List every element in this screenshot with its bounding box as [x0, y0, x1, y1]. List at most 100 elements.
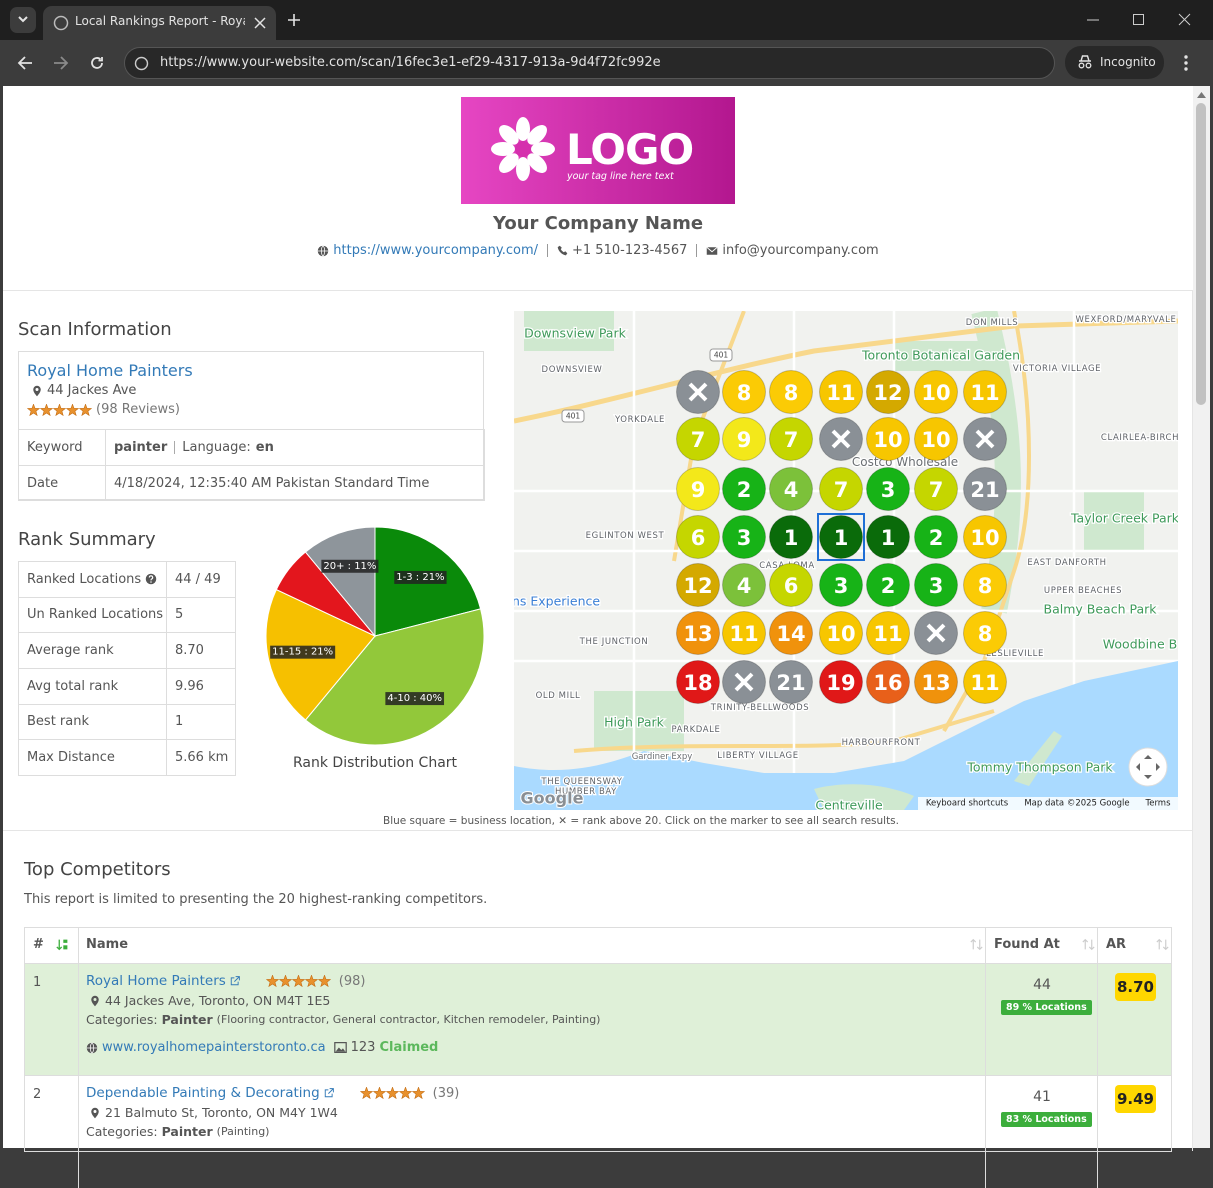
ext-icon: [324, 1088, 334, 1098]
separator: [174, 441, 176, 454]
website-link[interactable]: https://www.yourcompany.com/: [333, 243, 539, 258]
rank-marker[interactable]: 1: [866, 515, 910, 559]
competitor-name[interactable]: Dependable Painting & Decorating: [86, 1085, 320, 1101]
map-caption: Blue square = business location, ✕ = ran…: [3, 815, 1193, 827]
marker-circle: [866, 417, 910, 461]
summary-value: 9.96: [166, 668, 236, 705]
marker-circle: [676, 467, 720, 511]
rank-marker[interactable]: 21: [769, 660, 813, 704]
rank-marker[interactable]: 11: [963, 660, 1007, 704]
rank-marker[interactable]: 2: [722, 467, 766, 511]
rank-marker[interactable]: 10: [963, 515, 1007, 559]
rank-marker[interactable]: 9: [722, 417, 766, 461]
caption-text: Blue square = business location, ✕ = ran…: [382, 815, 899, 827]
minimize-button[interactable]: [1086, 13, 1100, 27]
maximize-button[interactable]: [1132, 13, 1146, 27]
scrollbar[interactable]: [1193, 86, 1210, 1148]
rank-marker[interactable]: [676, 370, 720, 414]
rank-marker[interactable]: 8: [963, 563, 1007, 607]
rank-marker[interactable]: 11: [963, 370, 1007, 414]
rank-marker[interactable]: 8: [769, 370, 813, 414]
site-info-icon[interactable]: [134, 56, 149, 71]
rank-marker[interactable]: [819, 417, 863, 461]
attribution[interactable]: Map data ©2025 Google: [1024, 799, 1129, 809]
rank-marker[interactable]: [914, 611, 958, 655]
rank-marker[interactable]: 3: [866, 467, 910, 511]
attribution[interactable]: Terms: [1144, 799, 1171, 809]
rank-marker[interactable]: [722, 660, 766, 704]
summary-value: 8.70: [166, 632, 236, 669]
ext-icon: [230, 976, 240, 986]
rank-marker[interactable]: 11: [866, 611, 910, 655]
section-title: Scan Information: [18, 319, 172, 340]
incognito-label: Incognito: [1100, 55, 1156, 69]
rank-marker[interactable]: 10: [866, 417, 910, 461]
active-tab[interactable]: Local Rankings Report - Royal H: [43, 6, 276, 40]
rank-marker[interactable]: 1: [819, 515, 863, 559]
rank-marker[interactable]: 11: [722, 611, 766, 655]
rank-marker[interactable]: 19: [819, 660, 863, 704]
marker-circle: [676, 417, 720, 461]
rank-marker[interactable]: 16: [866, 660, 910, 704]
rank-marker[interactable]: 3: [819, 563, 863, 607]
rank-marker[interactable]: 6: [769, 563, 813, 607]
tab-title: Local Rankings Report - Royal H: [75, 14, 245, 28]
rank-marker[interactable]: 2: [914, 515, 958, 559]
rank-marker[interactable]: 4: [769, 467, 813, 511]
incognito-badge[interactable]: Incognito: [1065, 46, 1164, 79]
rank-marker[interactable]: 13: [914, 660, 958, 704]
rank-marker[interactable]: 11: [819, 370, 863, 414]
rank-marker[interactable]: 21: [963, 467, 1007, 511]
rank-marker[interactable]: 9: [676, 467, 720, 511]
scroll-up[interactable]: [1197, 91, 1206, 98]
rank-marker[interactable]: 3: [914, 563, 958, 607]
forward-button[interactable]: [53, 55, 69, 71]
tab-search-button[interactable]: [10, 7, 36, 33]
rank-marker[interactable]: 8: [963, 611, 1007, 655]
close-window-button[interactable]: [1178, 13, 1192, 27]
attribution[interactable]: Keyboard shortcuts: [926, 799, 1009, 809]
rank-marker[interactable]: 6: [676, 515, 720, 559]
new-tab-button[interactable]: [287, 13, 301, 27]
rank-marker[interactable]: 8: [722, 370, 766, 414]
rank-marker[interactable]: 1: [769, 515, 813, 559]
rank-marker[interactable]: [963, 417, 1007, 461]
rank-marker[interactable]: 10: [914, 370, 958, 414]
scroll-thumb[interactable]: [1196, 103, 1206, 405]
column-header[interactable]: Name: [86, 937, 129, 952]
column-header[interactable]: AR: [1106, 937, 1127, 952]
rank-marker[interactable]: 12: [866, 370, 910, 414]
rank-marker[interactable]: 10: [819, 611, 863, 655]
highway-shield: [561, 409, 585, 423]
marker-rank: 3: [881, 478, 896, 502]
rank-marker[interactable]: 7: [819, 467, 863, 511]
back-button[interactable]: [17, 55, 33, 71]
unranked-x: [975, 429, 995, 449]
contact-line: https://www.yourcompany.com/ +1 510-123-4…: [3, 243, 1193, 258]
column-header[interactable]: Found At: [994, 937, 1060, 952]
marker-circle: [769, 611, 813, 655]
column-header[interactable]: #: [33, 937, 44, 952]
fullscreen-button[interactable]: [1128, 747, 1168, 787]
back-arrow: [17, 56, 32, 70]
competitor-name[interactable]: Royal Home Painters: [86, 973, 226, 989]
rank-marker[interactable]: 7: [676, 417, 720, 461]
rank-marker[interactable]: 13: [676, 611, 720, 655]
rank-marker[interactable]: 18: [676, 660, 720, 704]
rank-marker[interactable]: 2: [866, 563, 910, 607]
menu-button[interactable]: [1182, 54, 1190, 72]
rank-marker[interactable]: 4: [722, 563, 766, 607]
rank-marker[interactable]: 3: [722, 515, 766, 559]
rank-marker[interactable]: 7: [914, 467, 958, 511]
website-link[interactable]: www.royalhomepainterstoronto.ca: [102, 1040, 326, 1055]
reload-button[interactable]: [89, 55, 105, 71]
rank-marker[interactable]: 7: [769, 417, 813, 461]
rank-marker[interactable]: 12: [676, 563, 720, 607]
rank-marker[interactable]: 10: [914, 417, 958, 461]
rank-grid-map[interactable]: Downsview Park Toronto Botanical Garden DO…: [514, 311, 1178, 810]
rank-marker[interactable]: 14: [769, 611, 813, 655]
business-name[interactable]: Royal Home Painters: [27, 361, 193, 380]
address-bar[interactable]: https://www.your-website.com/scan/16fec3…: [124, 47, 1055, 79]
tab-close[interactable]: [253, 16, 267, 30]
rank-summary-table: Ranked Locations 44 / 49 Un Ranked Locatio…: [18, 561, 236, 776]
